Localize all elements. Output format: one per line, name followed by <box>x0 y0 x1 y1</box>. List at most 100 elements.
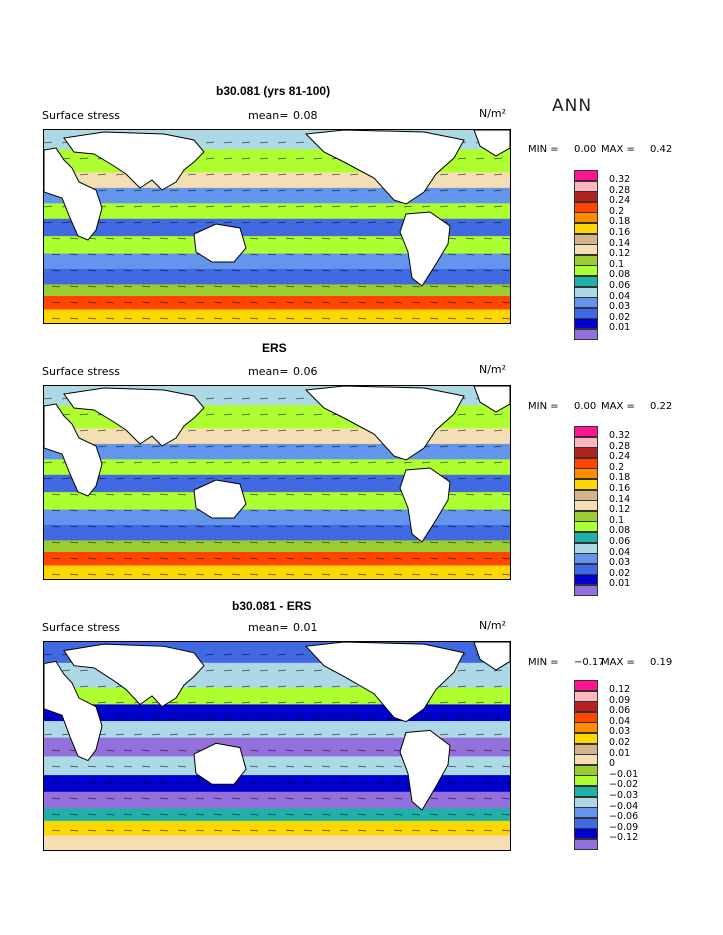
stress-vector <box>357 285 367 288</box>
stress-vector <box>429 285 439 288</box>
stress-vector <box>483 237 493 240</box>
stress-vector <box>277 429 287 432</box>
units-label: N/m² <box>479 363 507 376</box>
stress-vector <box>313 189 323 192</box>
stress-vector <box>465 557 475 560</box>
stress-vector <box>69 541 79 544</box>
stress-vector <box>447 525 457 528</box>
colorbar-swatch <box>574 329 598 340</box>
stress-vector <box>349 429 359 432</box>
stress-vector <box>339 525 349 528</box>
stress-band <box>44 808 510 822</box>
stress-vector <box>411 557 421 560</box>
stress-vector <box>44 733 53 736</box>
colorbar-swatch <box>574 828 598 840</box>
stress-vector <box>457 413 467 416</box>
stress-vector <box>493 173 503 176</box>
stress-vector <box>429 301 439 304</box>
stress-vector <box>123 829 133 832</box>
stress-vector <box>493 717 503 720</box>
stress-vector <box>97 221 107 224</box>
colorbar-tick-label: 0.24 <box>609 195 631 207</box>
colorbar-tick-label: 0.01 <box>609 578 631 590</box>
stress-vector <box>331 733 341 736</box>
stress-vector <box>483 557 493 560</box>
stress-vector <box>321 253 331 256</box>
stress-vector <box>205 205 215 208</box>
stress-vector <box>151 189 161 192</box>
stress-vector <box>231 797 241 800</box>
stress-vector <box>213 317 223 320</box>
max-value: 0.19 <box>650 657 673 668</box>
stress-vector <box>105 285 115 288</box>
stress-vector <box>231 541 241 544</box>
stress-vector <box>87 573 97 576</box>
stress-vector <box>321 557 331 560</box>
stress-vector <box>177 749 187 752</box>
stress-vector <box>429 317 439 320</box>
stress-vector <box>493 477 503 480</box>
stress-vector <box>223 669 233 672</box>
stress-vector <box>367 189 377 192</box>
stress-vector <box>187 701 197 704</box>
stress-vector <box>267 285 277 288</box>
colorbar-swatch <box>574 807 598 819</box>
stress-vector <box>447 493 457 496</box>
colorbar-swatch <box>574 585 598 596</box>
stress-vector <box>331 717 341 720</box>
stress-vector <box>195 541 205 544</box>
stress-vector <box>483 797 493 800</box>
stress-vector <box>105 765 115 768</box>
stress-vector <box>87 829 97 832</box>
stress-vector <box>295 717 305 720</box>
stress-vector <box>151 477 161 480</box>
stress-vector <box>447 781 457 784</box>
stress-vector <box>249 525 259 528</box>
stress-vector <box>223 653 233 656</box>
stress-vector <box>457 717 467 720</box>
stress-vector <box>457 173 467 176</box>
stress-vector <box>411 829 421 832</box>
stress-vector <box>44 717 53 720</box>
stress-vector <box>277 445 287 448</box>
stress-vector <box>303 797 313 800</box>
stress-vector <box>177 829 187 832</box>
stress-vector <box>339 573 349 576</box>
stress-band <box>44 443 510 460</box>
stress-vector <box>277 141 287 144</box>
stress-vector <box>267 749 277 752</box>
map-ers <box>43 385 511 580</box>
stress-vector <box>169 221 179 224</box>
stress-vector <box>339 765 349 768</box>
map-model <box>43 129 511 324</box>
stress-vector <box>159 765 169 768</box>
stress-vector <box>205 157 215 160</box>
max-label: MAX = <box>601 401 635 412</box>
stress-vector <box>241 461 251 464</box>
panel-title: b30.081 - ERS <box>232 599 312 613</box>
stress-vector <box>447 317 457 320</box>
stress-vector <box>447 797 457 800</box>
stress-vector <box>187 461 197 464</box>
stress-vector <box>483 765 493 768</box>
stress-vector <box>231 829 241 832</box>
stress-vector <box>483 781 493 784</box>
stress-vector <box>267 557 277 560</box>
stress-vector <box>303 269 313 272</box>
stress-vector <box>177 237 187 240</box>
stress-vector <box>483 269 493 272</box>
stress-vector <box>115 189 125 192</box>
land-mass <box>304 642 465 723</box>
stress-vector <box>159 493 169 496</box>
stress-vector <box>79 413 89 416</box>
stress-vector <box>285 813 295 816</box>
stress-vector <box>457 429 467 432</box>
stress-vector <box>141 253 151 256</box>
stress-vector <box>241 669 251 672</box>
stress-vector <box>465 237 475 240</box>
stress-vector <box>285 749 295 752</box>
stress-vector <box>277 221 287 224</box>
stress-vector <box>465 813 475 816</box>
colorbar-swatch <box>574 743 598 755</box>
stress-vector <box>141 509 151 512</box>
